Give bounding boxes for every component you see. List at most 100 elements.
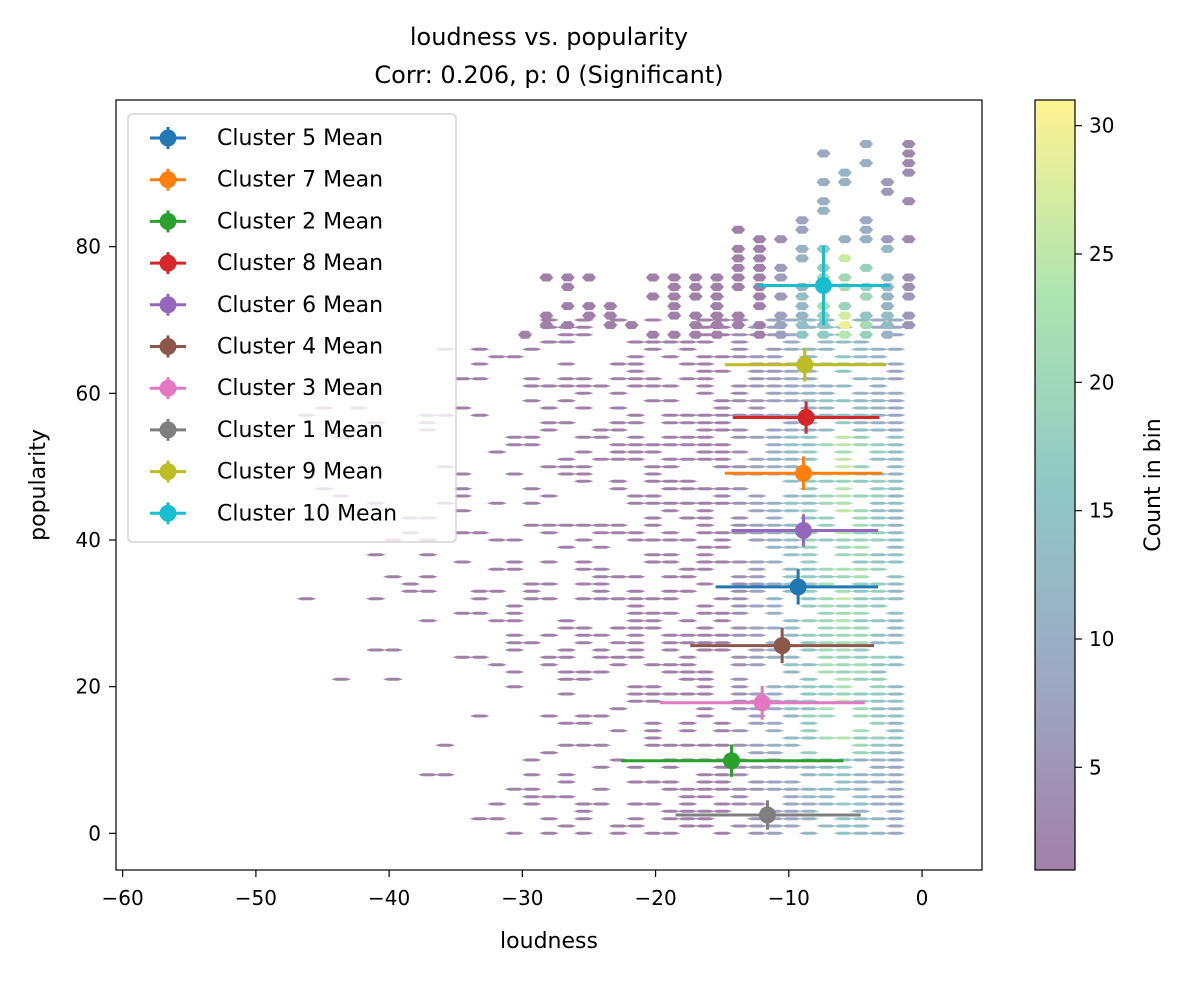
hexbin-cell [694,553,715,557]
hexbin-cell [833,494,854,498]
hexbin-cell [521,597,542,601]
hexbin-cell [608,597,629,601]
hexbin-cell [688,283,703,291]
hexbin-cell [833,633,854,637]
hexbin-cell [487,619,507,623]
hexbin-cell [625,604,646,608]
hexbin-cell [642,831,663,835]
hexbin-cell [880,178,895,187]
hexbin-cell [764,369,785,373]
hexbin-cell [885,633,906,637]
hexbin-cell [729,589,750,593]
hexbin-cell [591,633,611,637]
hexbin-cell [677,633,698,637]
hexbin-cell [539,421,559,425]
hexbin-cell [642,340,663,344]
hexbin-cell [712,648,733,652]
hexbin-cell [677,663,698,667]
hexbin-cell [709,283,724,291]
hexbin-cell [781,465,802,469]
hexbin-cell [798,619,819,623]
hexbin-cell [798,494,819,498]
hexbin-cell [556,333,577,337]
hexbin-cell [781,685,802,689]
hexbin-cell [746,567,767,571]
hexbin-cell [850,391,871,395]
hexbin-cell [868,538,889,542]
hexbin-cell [469,714,490,718]
hexbin-cell [667,302,682,311]
hexbin-cell [677,421,698,425]
hexbin-cell [868,355,889,359]
hexbin-cell [469,413,490,417]
hexbin-cell [798,692,819,696]
hexbin-cell [573,809,594,813]
hexbin-cell [677,457,698,461]
hexbin-cell [816,501,837,505]
hexbin-cell [660,809,681,813]
hexbin-cell [781,795,802,799]
hexbin-cell [764,347,785,351]
hexbin-cell [539,273,554,282]
hexbin-cell [573,325,594,329]
hexbin-cell [712,465,733,469]
hexbin-cell [798,787,819,791]
hexbin-cell [746,538,767,542]
hexbin-cell [885,465,906,469]
hexbin-cell [677,501,698,505]
hexbin-cell [573,597,594,601]
hexbin-cell [781,377,802,381]
cluster-mean-marker [731,514,879,547]
hexbin-cell [694,377,715,381]
hexbin-cell [573,626,594,630]
hexbin-cell [573,721,594,725]
hexbin-cell [764,831,785,835]
hexbin-cell [816,670,837,674]
hexbin-cell [795,216,810,225]
hexbin-cell [625,597,646,601]
hexbin-cell [729,340,750,344]
hexbin-cell [798,677,819,681]
hexbin-cell [746,655,767,659]
hexbin-cell [694,413,715,417]
hexbin-cell [833,369,854,373]
hexbin-cell [712,457,733,461]
hexbin-cell [795,330,810,339]
mean-point [794,464,812,482]
legend-swatch-marker [159,212,177,230]
legend-swatch-marker [159,254,177,272]
hexbin-cell [781,765,802,769]
hexbin-cell [859,159,874,168]
hexbin-cell [781,817,802,821]
hexbin-cell [798,435,819,439]
hexbin-cell [556,545,577,549]
hexbin-cell [798,501,819,505]
cluster-mean-marker [724,456,883,491]
hexbin-cell [833,802,854,806]
hexbin-cell [677,655,698,659]
y-axis: 0 20 40 60 80 [76,235,116,845]
hexbin-cell [365,597,386,601]
hexbin-cell [781,501,802,505]
hexbin-cell [729,435,750,439]
hexbin-cell [729,824,750,828]
hexbin-cell [642,450,663,454]
hexbin-cell [731,263,746,272]
hexbin-cell [560,283,575,291]
hexbin-cell [816,641,837,645]
hexbin-cell [885,721,906,725]
hexbin-cell [850,399,871,403]
hexbin-cell [781,450,802,454]
hexbin-cell [608,443,629,447]
hexbin-cell [487,802,507,806]
hexbin-cell [712,421,733,425]
hexbin-cell [591,575,611,579]
hexbin-cell [712,538,733,542]
hexbin-cell [667,292,682,301]
hexbin-cell [885,655,906,659]
hexbin-cell [731,321,746,330]
legend-label: Cluster 9 Mean [217,460,383,485]
hexbin-cell [625,655,646,659]
hexbin-cell [850,355,871,359]
hexbin-cell [709,302,724,311]
